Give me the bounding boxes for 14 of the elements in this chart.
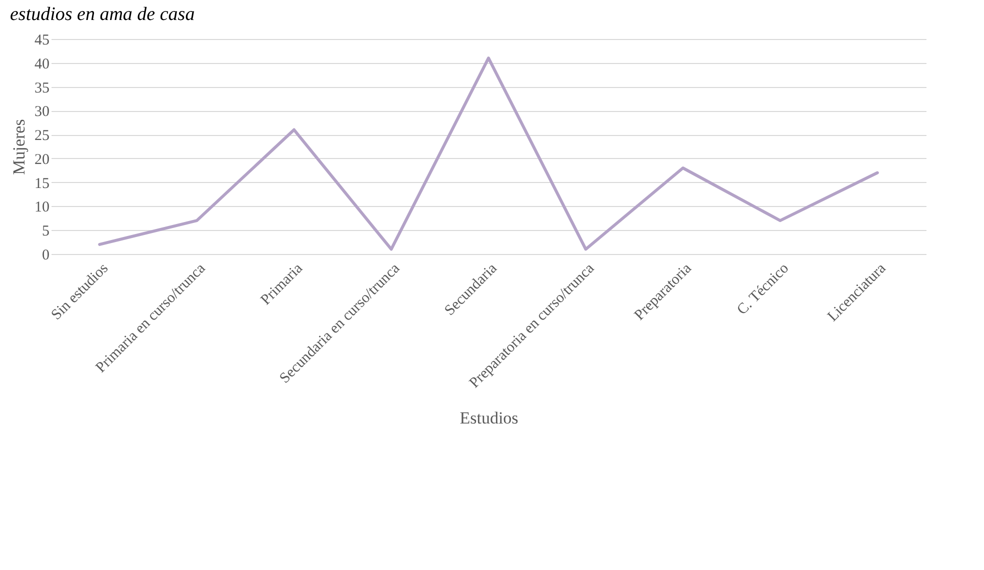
y-tick-label: 40: [34, 56, 50, 72]
y-tick-label: 45: [34, 32, 50, 48]
y-axis-title: Mujeres: [10, 119, 28, 175]
x-axis-title: Estudios: [460, 408, 518, 428]
line-series: [98, 56, 879, 251]
y-tick-label: 15: [34, 176, 50, 192]
y-tick-label: 5: [42, 224, 50, 240]
y-tick-label: 25: [34, 128, 50, 144]
y-tick-label: 35: [34, 80, 50, 96]
y-tick-label: 10: [34, 200, 50, 216]
y-tick-label: 20: [34, 152, 50, 168]
y-tick-label: 0: [42, 248, 50, 264]
y-tick-label: 30: [34, 104, 50, 120]
chart-title: estudios en ama de casa: [10, 4, 195, 25]
